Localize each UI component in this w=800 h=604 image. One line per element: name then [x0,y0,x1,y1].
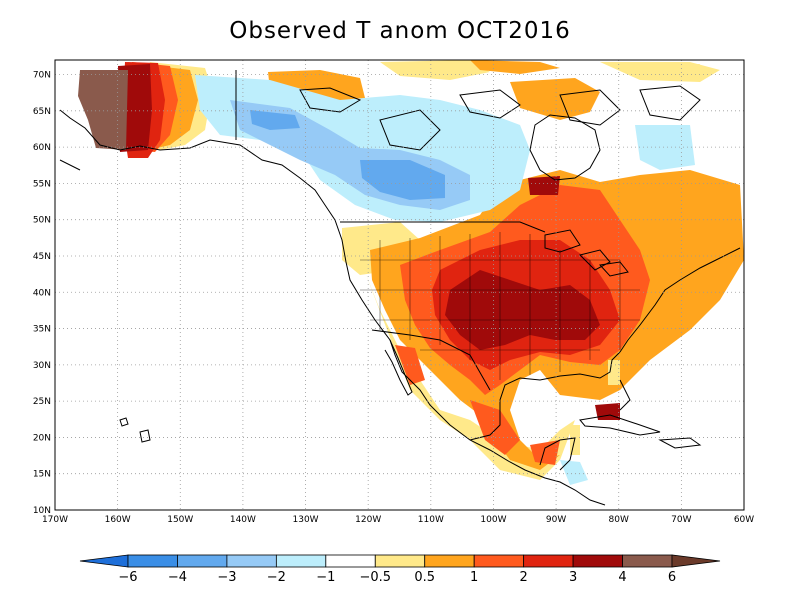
colorbar-low-arrow [79,554,129,568]
colorbar-swatch [424,554,475,568]
lat-tick-label: 70N [33,71,51,81]
lon-tick-label: 120W [355,515,381,525]
colorbar-swatch [325,554,376,568]
colorbar-label: −3 [217,570,236,585]
anomaly-field [78,60,744,485]
lat-tick-label: 65N [33,107,51,117]
colorbar-label: 4 [618,570,626,585]
lat-tick-label: 60N [33,143,51,153]
lat-tick-label: 55N [33,179,51,189]
coastlines [59,70,741,506]
colorbar-swatch [374,554,426,568]
colorbar: −6 −4 −3 −2 −1 −0.5 0.5 1 2 3 4 6 [79,554,721,585]
colorbar-swatch [127,554,178,568]
lon-tick-label: 70W [671,515,691,525]
colorbar-label: −6 [118,570,137,585]
map-frame [54,59,745,511]
lat-tick-label: 30N [33,361,51,371]
lon-tick-label: 80W [609,515,629,525]
lon-tick-label: 160W [105,515,131,525]
colorbar-label: 2 [519,570,527,585]
colorbar-high-arrow [671,554,721,568]
lon-tick-label: 110W [418,515,444,525]
colorbar-swatch [275,554,327,568]
lat-tick-label: 40N [33,288,51,298]
lat-tick-label: 25N [33,397,51,407]
lat-tick-label: 45N [33,252,51,262]
colorbar-label: −4 [168,570,187,585]
lat-tick-label: 50N [33,216,51,226]
lon-tick-label: 90W [546,515,566,525]
colorbar-label: 0.5 [414,570,435,585]
lon-tick-label: 140W [230,515,256,525]
colorbar-swatch [523,554,574,568]
colorbar-swatch [226,554,277,568]
lat-tick-label: 10N [33,506,51,516]
colorbar-swatch [622,554,673,568]
lon-tick-label: 130W [293,515,319,525]
colorbar-label: −1 [316,570,335,585]
colorbar-label: 1 [470,570,478,585]
graticule [55,60,744,510]
colorbar-swatch [572,554,623,568]
colorbar-swatch [177,554,228,568]
colorbar-label: −0.5 [359,570,391,585]
longitude-labels: 170W 160W 150W 140W 130W 120W 110W 100W 90W 80W 70… [42,515,754,525]
map-title: Observed T anom OCT2016 [229,18,571,44]
colorbar-label: 3 [569,570,577,585]
colorbar-swatch [473,554,525,568]
lon-tick-label: 60W [734,515,754,525]
lon-tick-label: 150W [167,515,193,525]
latitude-labels: 10N 15N 20N 25N 30N 35N 40N 45N 50N 55N 60N 65N 70N [33,71,51,516]
colorbar-label: −2 [267,570,286,585]
lat-tick-label: 35N [33,325,51,335]
colorbar-label: 6 [668,570,676,585]
state-borders [360,232,640,380]
lat-tick-label: 20N [33,433,51,443]
lon-tick-label: 100W [480,515,506,525]
lon-tick-label: 170W [42,515,68,525]
lat-tick-label: 15N [33,470,51,480]
